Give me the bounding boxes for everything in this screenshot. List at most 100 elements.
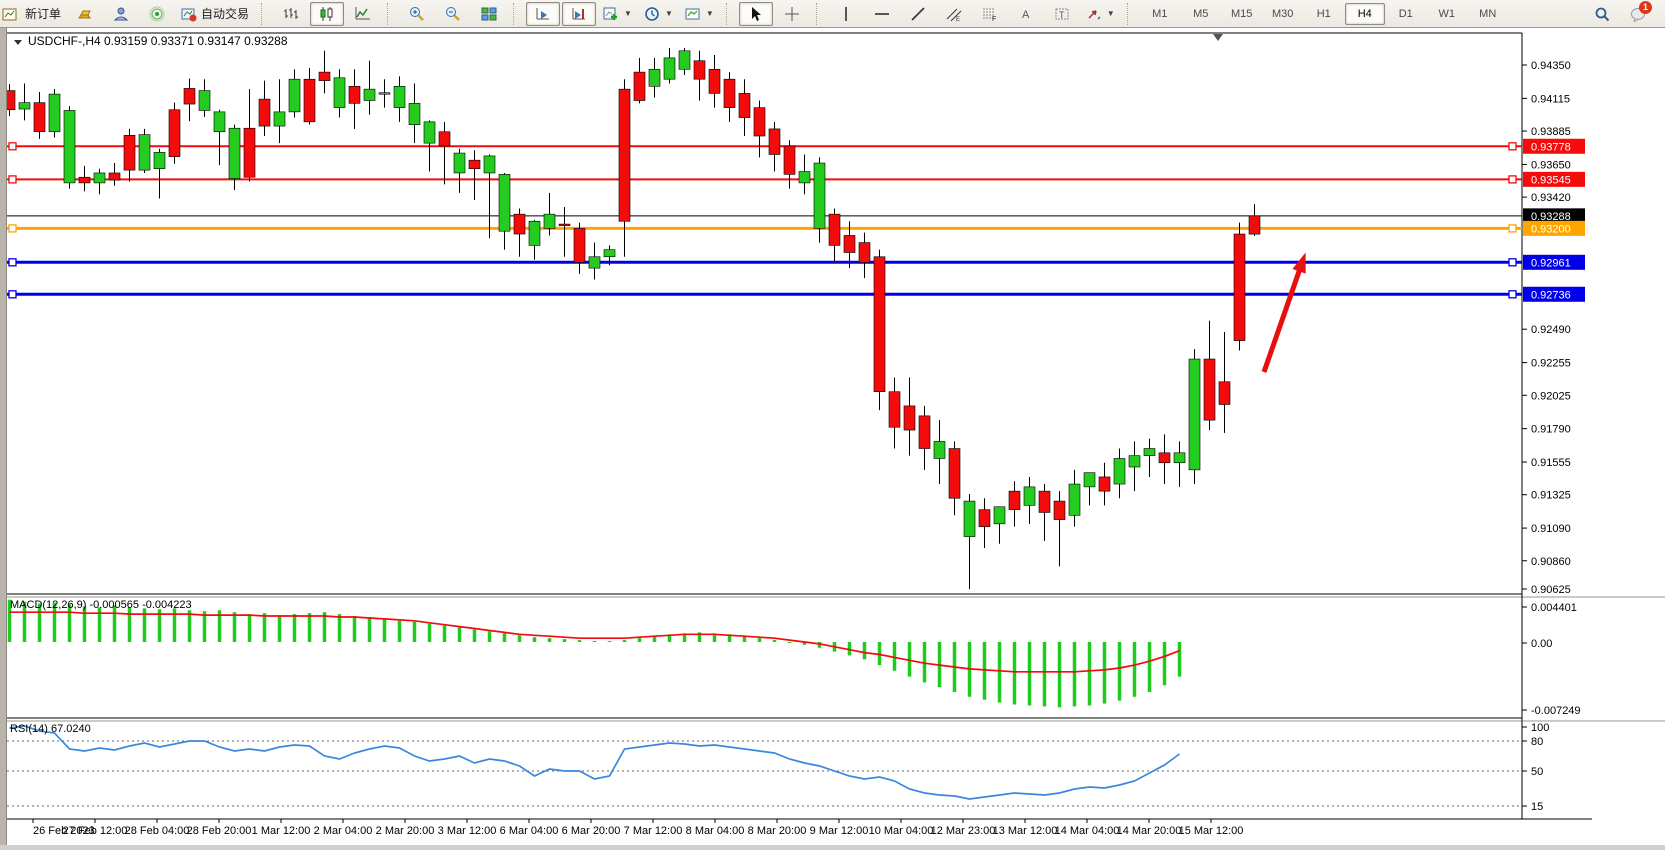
candle-body-up: [1173, 452, 1186, 464]
trend-arrow-annotation[interactable]: [1261, 259, 1306, 373]
auto-scroll-button[interactable]: [526, 1, 561, 26]
trendline-tool-button[interactable]: [901, 2, 935, 26]
date-axis-label: 27 Feb 12:00: [63, 825, 128, 837]
signals-button[interactable]: [140, 2, 174, 26]
candle-body-up: [543, 213, 556, 229]
price-tick-label: 0.90625: [1531, 584, 1571, 596]
equidistant-channel-icon: E: [946, 6, 962, 23]
candle-body-down: [243, 127, 256, 178]
candle-body-down: [723, 78, 736, 108]
price-tick-label: 0.93650: [1531, 159, 1571, 171]
toolbar-separator: [725, 2, 734, 25]
date-axis-label: 7 Mar 12:00: [624, 825, 683, 837]
fibonacci-tool-button[interactable]: F: [973, 2, 1007, 26]
horizontal-line-tool-button[interactable]: [865, 2, 899, 26]
line-handle[interactable]: [8, 224, 17, 233]
line-handle[interactable]: [1508, 290, 1517, 299]
window-left-edge: [0, 28, 7, 845]
candle-body-up: [288, 78, 301, 113]
candle-body-up: [273, 111, 286, 127]
candle-body-down: [1158, 452, 1171, 464]
date-axis-label: 10 Mar 04:00: [869, 825, 934, 837]
chart-shift-button[interactable]: [562, 1, 597, 26]
line-handle[interactable]: [8, 142, 17, 151]
timeframe-button-m1[interactable]: M1: [1152, 7, 1168, 20]
candle-body-up: [18, 102, 31, 110]
timeframe-button-m5[interactable]: M5: [1193, 7, 1209, 20]
candle-body-down: [468, 159, 481, 169]
price-level-box: [1523, 138, 1585, 154]
auto-trading-button[interactable]: 自动交易: [176, 2, 254, 26]
periods-button[interactable]: ▼: [639, 2, 678, 26]
chart-shift-marker[interactable]: [1213, 34, 1223, 41]
candle-body-down: [1203, 358, 1216, 421]
date-axis-label: 8 Mar 04:00: [686, 825, 745, 837]
tile-windows-button[interactable]: [472, 2, 506, 26]
notifications-button[interactable]: 1: [1621, 0, 1655, 26]
line-handle[interactable]: [1508, 142, 1517, 151]
candlestick-icon: [319, 6, 335, 22]
cursor-tool-button[interactable]: [738, 1, 773, 26]
arrows-tool-button[interactable]: ▼: [1081, 2, 1120, 26]
candle-body-up: [678, 50, 691, 70]
channel-tool-button[interactable]: E: [937, 2, 971, 26]
line-handle[interactable]: [1508, 224, 1517, 233]
chat-bubble-icon: 1: [1630, 0, 1652, 23]
line-handle[interactable]: [8, 290, 17, 299]
line-handle[interactable]: [1508, 175, 1517, 184]
candle-body-down: [123, 135, 136, 171]
candle-body-down: [573, 228, 586, 263]
crosshair-tool-button[interactable]: [775, 2, 809, 26]
candle-body-down: [318, 71, 331, 81]
templates-button[interactable]: ▼: [680, 2, 719, 26]
bar-chart-mode-button[interactable]: [274, 2, 308, 26]
date-axis-label: 28 Feb 04:00: [125, 825, 190, 837]
price-tick-label: 0.91790: [1531, 424, 1571, 436]
toolbar-separator: [513, 2, 521, 25]
market-watch-gold-button[interactable]: [68, 2, 102, 26]
vertical-line-tool-button[interactable]: [829, 2, 863, 26]
line-handle[interactable]: [8, 175, 17, 184]
timeframe-button-m15[interactable]: M15: [1231, 7, 1253, 20]
line-handle[interactable]: [8, 258, 17, 267]
candle-body-up: [48, 93, 61, 133]
indicators-button[interactable]: ▼: [598, 2, 637, 26]
chart-window[interactable]: 0.94350 0.94115 0.93885 0.93650 0.93420 0.924…: [0, 28, 1665, 845]
search-button[interactable]: [1585, 2, 1619, 26]
symbol-dropdown-icon[interactable]: [14, 40, 22, 45]
candle-body-up: [393, 86, 406, 108]
price-chart-canvas[interactable]: 0.94350 0.94115 0.93885 0.93650 0.93420 0.924…: [0, 28, 1665, 845]
line-handle[interactable]: [1508, 258, 1517, 267]
main-toolbar: 新订单 自动交易: [0, 0, 1665, 28]
candle-body-down: [1218, 381, 1231, 405]
text-label-icon: T: [1054, 6, 1070, 22]
timeframe-button-h4[interactable]: H4: [1344, 2, 1385, 25]
toolbar-separator: [261, 2, 269, 25]
new-order-button[interactable]: 新订单: [25, 7, 62, 21]
zoom-in-button[interactable]: [400, 2, 434, 26]
candle-body-up: [798, 171, 811, 184]
price-tick-label: 0.94115: [1531, 93, 1570, 105]
gold-ingot-icon: [77, 6, 93, 22]
timeframe-button-mn[interactable]: MN: [1479, 7, 1497, 20]
timeframe-button-w1[interactable]: W1: [1438, 7, 1455, 20]
line-chart-mode-button[interactable]: [346, 2, 380, 26]
candlestick-mode-button[interactable]: [310, 1, 345, 26]
text-tool-button[interactable]: A: [1009, 2, 1043, 26]
zoom-out-button[interactable]: [436, 2, 470, 26]
accounts-button[interactable]: [104, 2, 138, 26]
candle-body-up: [588, 256, 601, 269]
timeframe-button-m30[interactable]: M30: [1272, 7, 1294, 20]
timeframe-button-h1[interactable]: H1: [1316, 7, 1331, 20]
price-tick-label: 0.91555: [1531, 457, 1571, 469]
text-label-tool-button[interactable]: T: [1045, 2, 1079, 26]
price-level-label: 0.93200: [1531, 223, 1571, 235]
tile-windows-icon: [481, 6, 497, 22]
candle-body-up: [1128, 455, 1141, 468]
candle-body-down: [768, 128, 781, 155]
dropdown-caret-icon: ▼: [624, 9, 632, 18]
candle-body-down: [918, 415, 931, 449]
svg-text:A: A: [1022, 9, 1030, 21]
ohlc-bars-icon: [283, 6, 299, 22]
timeframe-button-d1[interactable]: D1: [1398, 7, 1413, 20]
